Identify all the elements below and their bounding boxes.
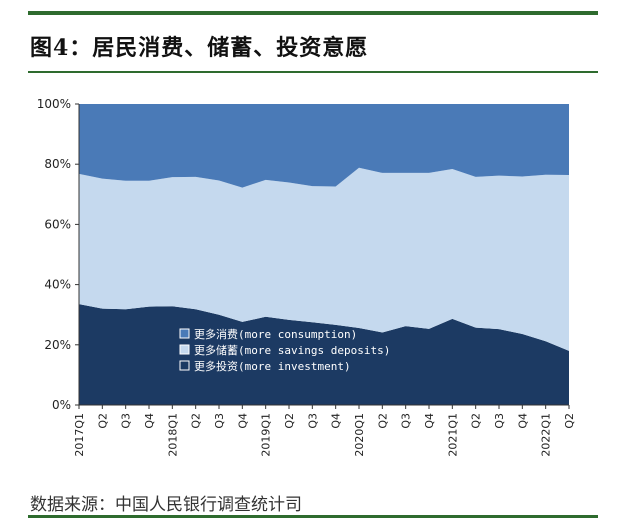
x-tick-label: 2020Q1 (353, 413, 366, 457)
y-tick-label: 40% (44, 278, 71, 292)
investment-area (79, 304, 569, 405)
legend-swatch (179, 360, 190, 371)
x-tick-label: 2018Q1 (166, 413, 179, 457)
x-tick-label: 2017Q1 (73, 413, 86, 457)
title-rule (28, 71, 598, 73)
x-tick-label: Q2 (376, 413, 389, 429)
y-axis-ticks: 0% 20% 40% 60% 80% 100% (37, 97, 79, 412)
legend-label: 更多消费(more consumption) (194, 327, 357, 341)
x-tick-label: Q3 (120, 413, 133, 429)
x-tick-label: 2022Q1 (540, 413, 553, 457)
x-tick-label: Q4 (516, 413, 529, 429)
x-tick-label: 2019Q1 (260, 413, 273, 457)
x-tick-label: Q3 (213, 413, 226, 429)
x-tick-label: Q3 (493, 413, 506, 429)
x-tick-label: Q4 (330, 413, 343, 429)
x-axis-ticks: 2017Q1 Q2 Q3 Q4 2018Q1 Q2 Q3 Q4 2019Q1 Q2 Q3 Q4 2020… (73, 405, 576, 457)
x-tick-label: Q4 (423, 413, 436, 429)
legend-swatch (179, 328, 190, 339)
source-note: 数据来源：中国人民银行调查统计司 (30, 495, 302, 515)
y-tick-label: 0% (52, 398, 71, 412)
x-tick-label: Q2 (283, 413, 296, 429)
figure-title: 图4：居民消费、储蓄、投资意愿 (30, 35, 369, 61)
legend-swatch (179, 344, 190, 355)
bottom-rule (28, 515, 598, 518)
y-tick-label: 80% (44, 157, 71, 171)
x-tick-label: Q3 (400, 413, 413, 429)
savings-area (79, 167, 569, 351)
top-rule (28, 11, 598, 15)
consumption-area (79, 104, 569, 188)
stacked-area-chart: 0% 20% 40% 60% 80% 100% 2017Q1 Q2 Q3 Q4 2018Q1 Q2 Q… (37, 97, 576, 457)
x-tick-label: Q2 (190, 413, 203, 429)
y-tick-label: 100% (37, 97, 71, 111)
x-tick-label: Q2 (563, 413, 576, 429)
x-tick-label: Q4 (236, 413, 249, 429)
x-tick-label: Q2 (96, 413, 109, 429)
legend-label: 更多投资(more investment) (194, 359, 351, 373)
chart-legend: 更多消费(more consumption) 更多储蓄(more savings … (179, 327, 390, 373)
x-tick-label: Q4 (143, 413, 156, 429)
chart-axes (78, 104, 569, 406)
y-tick-label: 20% (44, 338, 71, 352)
x-tick-label: Q3 (306, 413, 319, 429)
x-tick-label: 2021Q1 (446, 413, 459, 457)
x-tick-label: Q2 (470, 413, 483, 429)
y-tick-label: 60% (44, 217, 71, 231)
legend-label: 更多储蓄(more savings deposits) (194, 343, 390, 357)
chart-areas (79, 104, 569, 405)
